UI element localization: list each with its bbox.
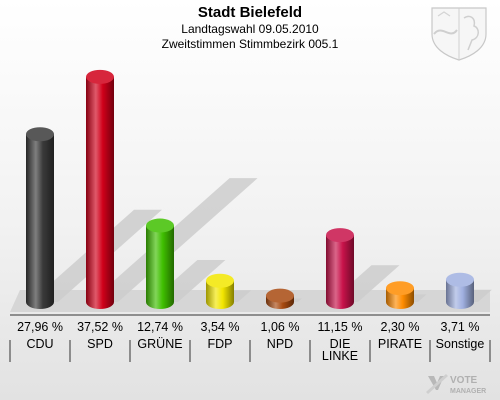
svg-text:MANAGER: MANAGER [450,388,486,395]
bar-fdp [206,273,252,309]
chart-header: Stadt Bielefeld Landtagswahl 09.05.2010 … [0,4,500,52]
bar-die-linke [326,228,400,309]
bar-top [146,218,174,233]
chart-floor [10,290,490,312]
bar-sonstige [446,272,492,309]
bar-body [446,279,474,309]
bar-top [266,288,294,303]
bar-body [146,225,174,309]
category-label: LINKE [322,349,358,363]
vote-manager-logo: VOTE MANAGER [426,374,486,395]
chart-subtitle-district: Zweitstimmen Stimmbezirk 005.1 [161,37,339,51]
value-label: 3,54 % [201,320,240,334]
bar-body [26,134,54,309]
bar-top [86,69,114,84]
value-label: 37,52 % [77,320,123,334]
value-label: 12,74 % [137,320,183,334]
bar-top [26,127,54,142]
category-label: Sonstige [436,337,485,351]
svg-text:VOTE: VOTE [450,375,478,386]
category-label: PIRATE [378,337,422,351]
category-label: GRÜNE [137,337,182,351]
bar-top [446,272,474,287]
value-label: 11,15 % [318,320,363,334]
bar-body [86,76,114,309]
value-label: 27,96 % [17,320,63,334]
value-label: 1,06 % [261,320,300,334]
category-label: NPD [267,337,293,351]
bar-grüne [146,218,226,309]
chart-subtitle-election: Landtagswahl 09.05.2010 [181,22,319,36]
chart-title: Stadt Bielefeld [197,4,303,21]
category-label: FDP [208,337,233,351]
bar-top [206,273,234,288]
bar-npd [266,288,302,309]
bar-body [206,280,234,309]
bar-top [386,281,414,296]
nrw-coat-of-arms-icon [431,7,487,61]
bar-pirate [386,281,427,309]
category-label: SPD [87,337,113,351]
category-label: CDU [26,337,53,351]
category-label: DIE [330,337,351,351]
bar-top [326,228,354,243]
bar-body [326,235,354,309]
value-label: 2,30 % [381,320,420,334]
value-label: 3,71 % [441,320,480,334]
